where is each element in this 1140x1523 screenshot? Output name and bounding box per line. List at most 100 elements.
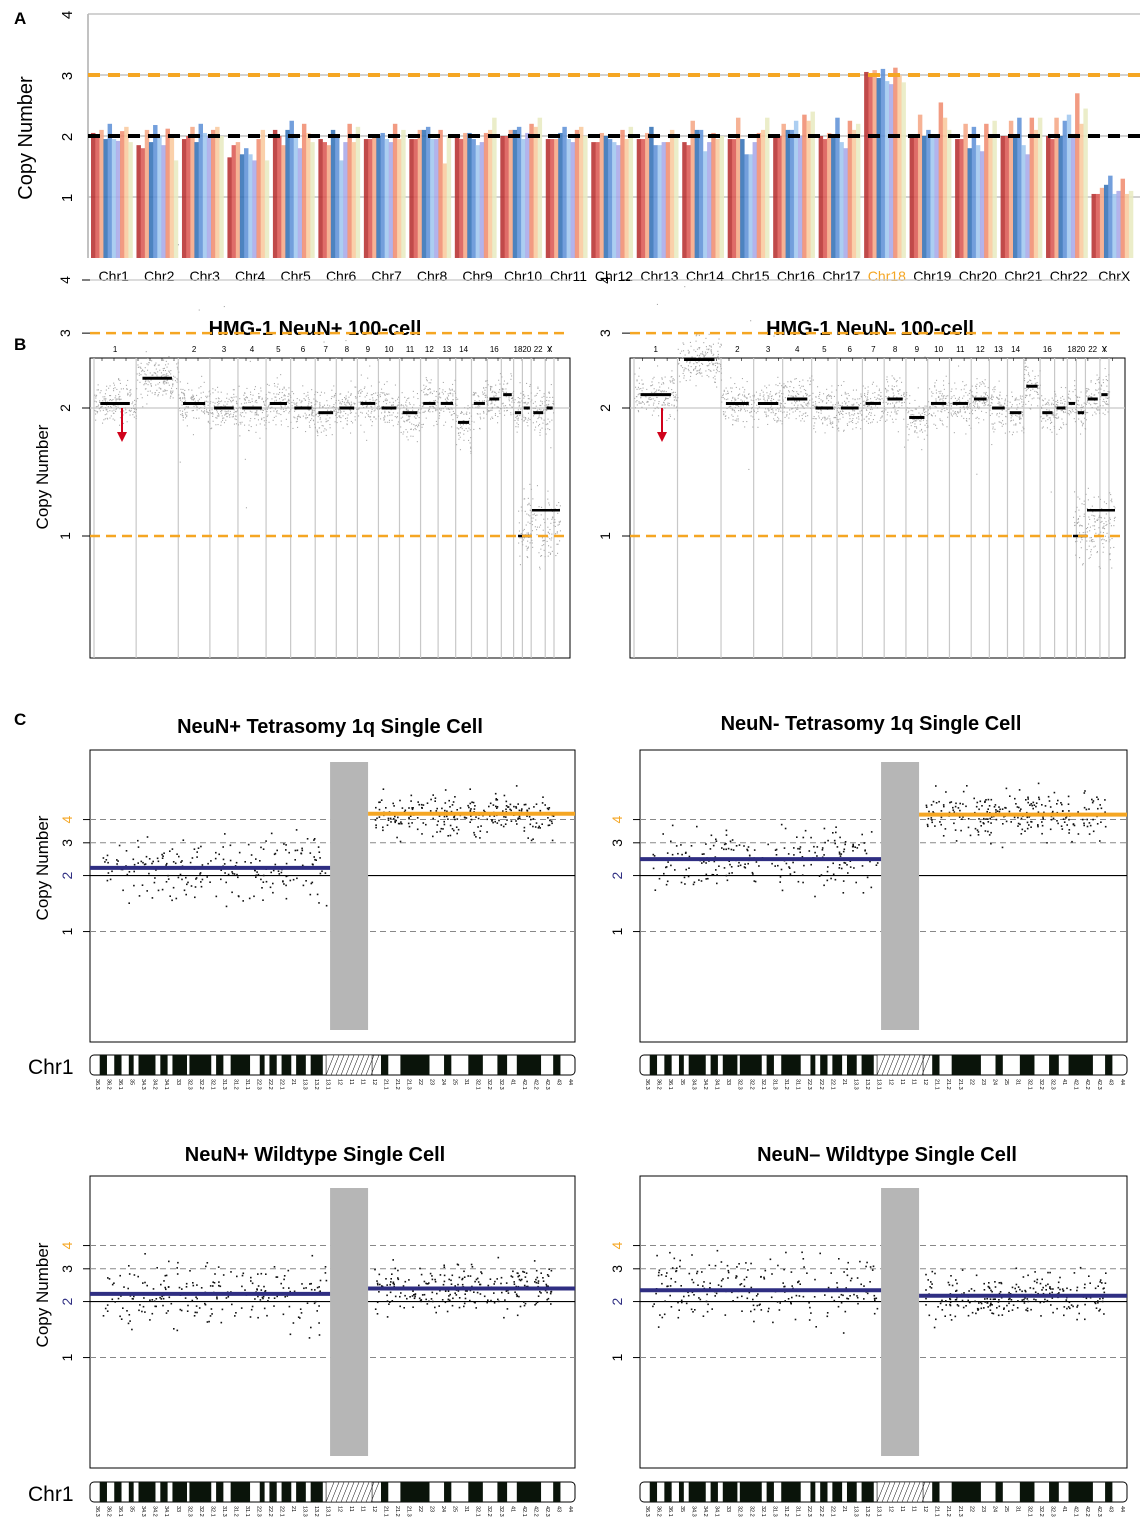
- panel-a-bar-chart: Copy Number 4 3 2 1 Chr1 Chr2 Chr3 Chr4 Chr5…: [15, 11, 1140, 284]
- panel-b-data-point: [742, 386, 744, 388]
- panel-a-bar: [210, 129, 216, 258]
- panel-b-data-point: [931, 415, 933, 417]
- panel-b-chrom-label: 7: [324, 345, 329, 354]
- panel-b-data-point: [1096, 389, 1098, 391]
- panel-b-data-point: [679, 381, 681, 383]
- panel-b-data-point: [908, 434, 910, 436]
- panel-c-data-point: [187, 881, 189, 884]
- panel-b-chrom-label: 20: [522, 345, 531, 354]
- panel-b-data-point: [541, 401, 543, 403]
- panel-b-data-point: [207, 421, 209, 423]
- panel-b-data-point: [853, 404, 855, 406]
- panel-b-data-point: [837, 385, 839, 387]
- panel-b-data-point: [371, 394, 373, 396]
- panel-b-data-point: [181, 392, 183, 394]
- panel-a-bar: [285, 129, 290, 258]
- panel-b-data-point: [696, 357, 698, 359]
- panel-b-data-point: [769, 407, 771, 409]
- panel-b-data-point: [465, 413, 467, 415]
- panel-b-data-point: [1106, 385, 1108, 387]
- panel-b-data-point: [212, 412, 214, 414]
- panel-b-data-point: [397, 398, 399, 400]
- panel-a-bar: [173, 160, 179, 258]
- panel-b-data-point: [1109, 539, 1111, 541]
- panel-b-data-point: [133, 416, 135, 418]
- panel-b-data-point: [648, 398, 650, 400]
- panel-b-data-point: [158, 392, 160, 394]
- panel-b-data-point: [239, 398, 241, 400]
- panel-b-data-point: [127, 394, 129, 396]
- panel-b-data-point: [839, 412, 841, 414]
- panel-b-y-tick-label: 3: [597, 329, 613, 337]
- panel-b-data-point: [894, 411, 896, 413]
- panel-b-data-point: [1086, 390, 1088, 392]
- panel-b-data-point: [182, 397, 184, 399]
- panel-b-data-point: [105, 409, 107, 411]
- panel-c-data-point: [451, 804, 454, 806]
- panel-b-chrom-label: 4: [795, 345, 800, 354]
- panel-a-bar: [727, 139, 733, 258]
- panel-b-data-point: [311, 413, 313, 415]
- panel-b-data-point: [828, 394, 830, 396]
- panel-b-data-point: [912, 422, 914, 424]
- panel-b-data-point: [956, 415, 958, 417]
- panel-a-bar: [864, 71, 869, 258]
- panel-b-data-point: [1079, 515, 1081, 517]
- panel-b-data-point: [716, 386, 718, 388]
- panel-c-data-point: [375, 806, 377, 809]
- panel-b-data-point: [558, 521, 560, 523]
- panel-c-data-point: [399, 840, 402, 843]
- panel-b-data-point: [849, 415, 851, 417]
- panel-b-data-point: [797, 404, 799, 406]
- panel-b-data-point: [1061, 409, 1063, 411]
- panel-c-data-point: [446, 810, 448, 813]
- panel-a-bar: [872, 70, 877, 259]
- panel-b-data-point: [396, 405, 398, 407]
- panel-b-data-point: [868, 418, 870, 420]
- panel-b-data-point: [236, 403, 238, 405]
- panel-c-data-point: [510, 809, 512, 812]
- panel-b-data-point: [1046, 409, 1048, 411]
- panel-b-data-point: [519, 415, 521, 417]
- panel-b-data-point: [677, 397, 679, 399]
- panel-b-data-point: [470, 447, 472, 449]
- panel-b-data-point: [1105, 403, 1107, 405]
- panel-c-data-point: [195, 877, 198, 879]
- panel-b-data-point: [773, 418, 775, 420]
- panel-b-data-point: [148, 381, 150, 383]
- panel-b-data-point: [447, 393, 449, 395]
- panel-c-data-point: [376, 817, 378, 820]
- panel-b-data-point: [999, 412, 1001, 414]
- panel-b-data-point: [533, 513, 535, 515]
- panel-c-data-point: [185, 876, 187, 879]
- panel-b-data-point: [827, 395, 829, 397]
- panel-a-bar: [401, 129, 406, 258]
- panel-c-data-point: [449, 824, 452, 827]
- panel-c-data-point: [272, 891, 274, 894]
- panel-b-data-point: [735, 420, 737, 422]
- panel-b-data-point: [282, 399, 284, 401]
- panel-b-data-point: [418, 430, 420, 432]
- panel-b-data-point: [792, 395, 794, 397]
- panel-b-data-point: [782, 412, 784, 414]
- panel-b-data-point: [330, 398, 332, 400]
- panel-c-data-point: [301, 849, 304, 852]
- panel-b-data-point: [344, 403, 346, 405]
- panel-a-bar: [239, 154, 245, 258]
- panel-b-data-point: [790, 380, 792, 382]
- panel-b-data-point: [1071, 409, 1073, 411]
- panel-b-data-point: [689, 379, 691, 381]
- panel-b-data-point: [857, 421, 859, 423]
- panel-b-data-point: [463, 439, 465, 441]
- panel-b-data-point: [848, 401, 850, 403]
- panel-b-data-point: [880, 395, 882, 397]
- panel-b-data-point: [514, 419, 516, 421]
- panel-b-data-point: [961, 415, 963, 417]
- panel-b-data-point: [291, 391, 293, 393]
- panel-b-data-point: [750, 320, 752, 322]
- panel-b-data-point: [537, 409, 539, 411]
- panel-b-data-point: [252, 405, 254, 407]
- panel-a-bar: [674, 136, 679, 258]
- panel-b-data-point: [972, 396, 974, 398]
- panel-b-data-point: [392, 398, 394, 400]
